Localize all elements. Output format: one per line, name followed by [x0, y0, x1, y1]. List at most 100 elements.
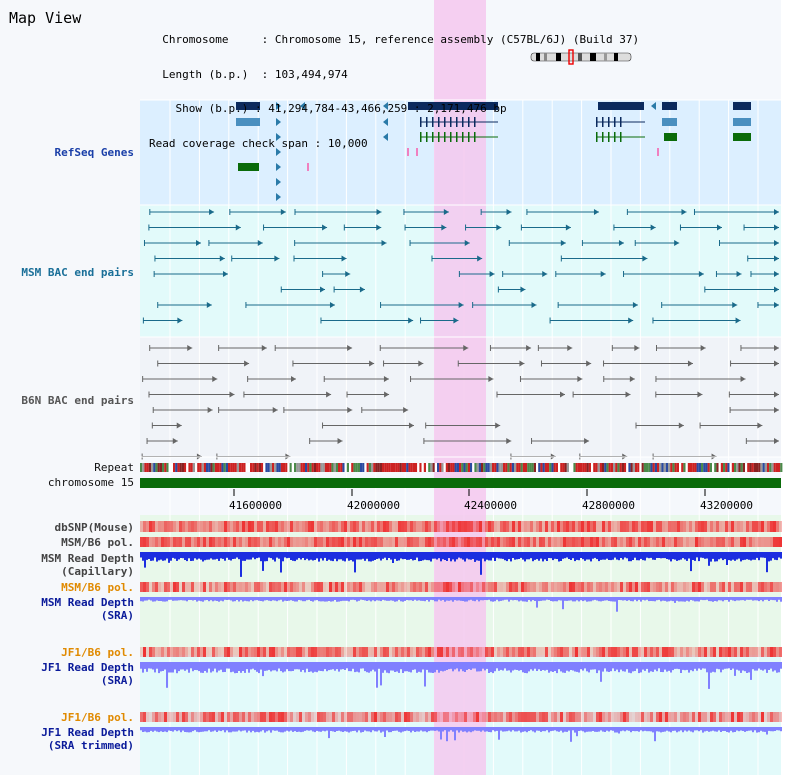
msm-bac-pair-end — [632, 302, 638, 308]
depth-bar — [460, 727, 462, 731]
depth-bar — [160, 552, 162, 560]
depth-bar — [196, 597, 198, 602]
depth-bar — [606, 662, 608, 672]
depth-bar — [364, 597, 366, 601]
depth-bar — [634, 662, 636, 671]
repeat-mark — [313, 463, 316, 472]
heat-cell — [317, 647, 320, 657]
depth-bar — [300, 597, 302, 601]
page-title: Map View — [9, 9, 82, 27]
repeat-mark — [729, 463, 732, 472]
heat-cell — [233, 521, 236, 532]
track-label-jf1-b6-pol[interactable]: JF1/B6 pol. — [61, 646, 134, 659]
repeat-mark — [478, 463, 481, 472]
heat-cell — [446, 521, 449, 532]
msm-bac-pair-end — [341, 255, 347, 262]
track-label-msm-b6-pol[interactable]: MSM/B6 pol. — [61, 536, 134, 549]
heat-cell — [326, 647, 329, 657]
track-label-jf1-depth-trimmed[interactable]: JF1 Read Depth (SRA trimmed) — [41, 726, 134, 752]
track-label-msm-b6-pol-sra[interactable]: MSM/B6 pol. — [61, 581, 134, 594]
track-label-msm-depth-capillary[interactable]: MSM Read Depth (Capillary) — [41, 552, 134, 578]
heat-cell — [407, 582, 410, 592]
heat-cell — [362, 537, 365, 547]
heat-cell — [308, 647, 311, 657]
heat-cell — [179, 647, 182, 657]
heat-cell — [149, 647, 152, 657]
heat-cell — [185, 537, 188, 547]
depth-bar — [278, 662, 280, 669]
depth-bar — [576, 727, 578, 737]
depth-bar — [222, 552, 224, 559]
depth-bar — [414, 552, 416, 560]
msm-bac-pair-end — [565, 224, 571, 231]
heat-cell — [548, 647, 551, 657]
msm-bac-pair-end — [458, 302, 464, 308]
heat-cell — [590, 521, 593, 532]
depth-bar — [602, 662, 604, 672]
heat-cell — [284, 537, 287, 547]
heat-cell — [308, 537, 311, 547]
depth-bar — [304, 662, 306, 673]
depth-bar — [362, 552, 364, 559]
depth-bar — [140, 597, 142, 602]
depth-bar — [428, 727, 430, 732]
refseq-exon — [662, 102, 677, 110]
track-label-refseq-genes[interactable]: RefSeq Genes — [54, 146, 134, 159]
heat-cell — [671, 537, 674, 547]
depth-bar — [404, 662, 406, 672]
depth-bar — [470, 727, 472, 733]
heat-cell — [707, 537, 710, 547]
heat-cell — [479, 537, 482, 547]
heat-cell — [425, 712, 428, 722]
heat-cell — [263, 521, 266, 532]
depth-bar — [368, 552, 370, 562]
repeat-mark — [588, 463, 591, 472]
repeat-mark — [685, 463, 688, 472]
heat-cell — [701, 712, 704, 722]
heat-cell — [554, 537, 557, 547]
repeat-mark — [344, 463, 347, 472]
depth-bar — [742, 597, 744, 601]
track-label-jf1-depth-sra[interactable]: JF1 Read Depth (SRA) — [41, 661, 134, 687]
track-label-msm-bac[interactable]: MSM BAC end pairs — [21, 266, 134, 279]
depth-bar — [450, 662, 452, 669]
axis-tick-label: 43200000 — [700, 499, 753, 512]
depth-bar — [422, 552, 424, 561]
depth-bar — [516, 662, 518, 670]
heat-cell — [140, 647, 143, 657]
heat-cell — [746, 647, 749, 657]
heat-cell — [479, 712, 482, 722]
heat-cell — [557, 537, 560, 547]
track-label-dbsnp[interactable]: dbSNP(Mouse) — [54, 521, 134, 534]
depth-bar — [332, 552, 334, 562]
b6n-bac-pair-end — [774, 391, 779, 398]
depth-bar — [714, 552, 716, 562]
depth-bar — [204, 552, 206, 561]
depth-bar — [262, 662, 264, 677]
depth-bar — [312, 727, 314, 732]
repeat-mark — [630, 463, 633, 472]
heat-cell — [524, 712, 527, 722]
depth-bar — [140, 727, 142, 731]
depth-bar — [140, 662, 142, 669]
refseq-arrow — [300, 102, 305, 110]
repeat-mark — [593, 463, 596, 472]
depth-bar — [262, 727, 264, 731]
track-label-msm-depth-sra[interactable]: MSM Read Depth (SRA) — [41, 596, 134, 622]
heat-cell — [644, 582, 647, 592]
track-label-b6n-bac[interactable]: B6N BAC end pairs — [21, 394, 134, 407]
heat-cell — [158, 647, 161, 657]
refseq-exon — [420, 132, 422, 142]
repeat-mark — [377, 463, 380, 472]
b6n-bac-pair-end — [577, 376, 583, 382]
repeat-mark — [188, 463, 191, 472]
depth-bar — [494, 552, 496, 561]
heat-cell — [215, 647, 218, 657]
heat-cell — [629, 647, 632, 657]
heat-cell — [272, 582, 275, 592]
depth-bar — [700, 662, 702, 670]
ideogram-band — [578, 53, 582, 61]
track-label-jf1-b6-pol-2[interactable]: JF1/B6 pol. — [61, 711, 134, 724]
depth-bar — [454, 662, 456, 670]
depth-bar — [296, 552, 298, 560]
